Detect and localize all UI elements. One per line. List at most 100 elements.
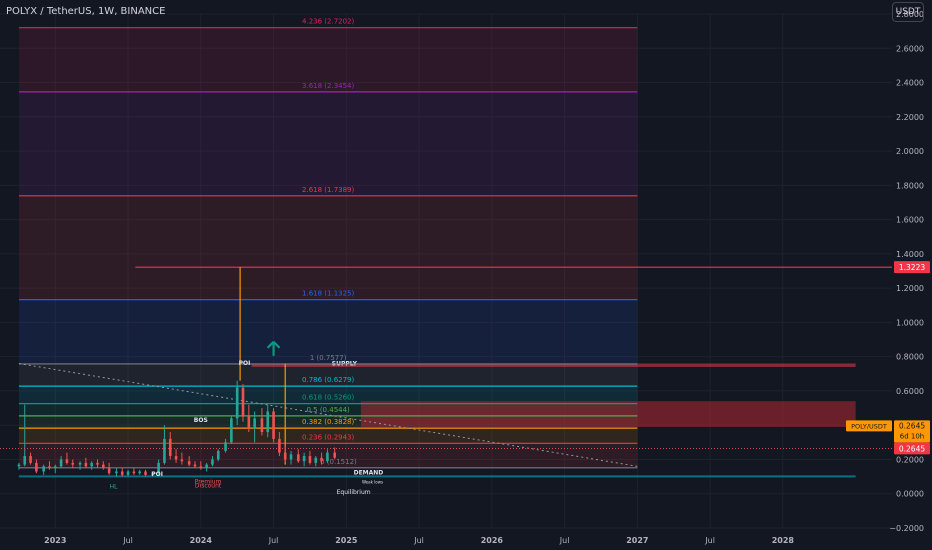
- candle: [71, 462, 75, 465]
- candle: [326, 452, 329, 462]
- candle: [138, 471, 141, 474]
- y-tick-label: −0.2000: [889, 524, 924, 533]
- y-tick-label: 2.0000: [896, 147, 924, 156]
- candle: [163, 438, 166, 463]
- y-tick-label: 1.0000: [896, 318, 924, 327]
- candle: [17, 464, 21, 467]
- symbol-label: POLY/USDT: [851, 422, 887, 430]
- candle: [211, 459, 214, 465]
- price-badge: 0.2645: [894, 442, 930, 455]
- candle: [115, 471, 118, 474]
- candle: [247, 416, 251, 429]
- x-tick-label: Jul: [704, 536, 715, 545]
- x-tick-label: 2028: [772, 536, 795, 545]
- candle: [65, 459, 69, 463]
- up-arrow-icon: [266, 341, 281, 356]
- fib-level-label: 1 (0.7577): [310, 354, 347, 362]
- x-tick-label: 2023: [44, 536, 66, 545]
- chart-annotation: BOS: [194, 417, 208, 424]
- fib-level-label: 0.382 (0.3828): [302, 418, 354, 426]
- x-tick-label: 2024: [190, 536, 213, 545]
- candle: [199, 466, 203, 469]
- chart-annotation: POI: [239, 360, 251, 367]
- x-tick-label: 2026: [481, 536, 504, 545]
- candle: [132, 471, 136, 474]
- candle: [314, 457, 318, 463]
- candle: [205, 464, 208, 469]
- candle: [78, 462, 82, 465]
- candle: [289, 454, 293, 460]
- candle: [302, 456, 306, 462]
- chart-annotation: Weak lows: [362, 479, 383, 484]
- chart-title: POLYX / TetherUS, 1W, BINANCE: [6, 6, 166, 17]
- y-tick-label: 2.6000: [896, 44, 924, 53]
- candle: [126, 471, 130, 475]
- x-tick-label: 2025: [335, 536, 358, 545]
- x-tick-label: 2027: [626, 536, 648, 545]
- fib-level-label: 4.236 (2.7202): [302, 18, 354, 26]
- price-badge-text: 0.2645: [899, 444, 925, 453]
- y-tick-label: 1.8000: [896, 181, 924, 190]
- fib-zone: [18, 27, 638, 92]
- fib-level-label: 0.618 (0.5260): [302, 394, 354, 402]
- candle: [187, 461, 191, 465]
- fib-level-label: 0.786 (0.6279): [302, 376, 354, 384]
- candle: [241, 387, 245, 417]
- fib-zone: [18, 428, 638, 444]
- price-badge: 1.3223: [894, 261, 930, 274]
- fib-zone: [18, 91, 638, 196]
- fib-level-label: 0.5 (0.4544): [306, 406, 350, 414]
- candle: [174, 456, 178, 460]
- imbalance-zone: [360, 401, 856, 427]
- candle: [230, 418, 233, 443]
- candle: [59, 459, 63, 467]
- x-axis: 2023 Jul 2024 Jul 2025 Jul 2026 Jul 2027 Jul 2028: [44, 536, 794, 545]
- candle: [48, 466, 51, 469]
- x-tick-label: Jul: [559, 536, 570, 545]
- fib-zone: [18, 363, 638, 387]
- chart-annotation: POI: [151, 471, 163, 478]
- chart-annotation: Discount: [195, 483, 222, 490]
- candles: [17, 380, 336, 477]
- y-tick-label: 1.6000: [896, 216, 924, 225]
- last-price-badge: POLY/USDT 0.2645 6d 10h: [846, 420, 930, 443]
- candle: [144, 471, 147, 475]
- candle: [107, 468, 111, 474]
- x-tick-label: Jul: [413, 536, 424, 545]
- candle: [283, 452, 287, 460]
- fib-level-label: 3.618 (2.3454): [302, 82, 354, 90]
- candle: [84, 462, 88, 467]
- last-price-text: 0.2645: [899, 421, 925, 430]
- y-tick-label: 0.2000: [896, 455, 924, 464]
- candle: [260, 418, 264, 433]
- price-badge-text: 1.3223: [899, 263, 925, 272]
- supply-zone: [251, 363, 856, 367]
- candle: [235, 387, 239, 419]
- candle: [308, 456, 312, 463]
- candle: [278, 438, 281, 453]
- candle: [157, 462, 160, 474]
- candle: [90, 462, 93, 467]
- y-tick-label: 1.2000: [896, 284, 924, 293]
- candle: [224, 442, 227, 451]
- countdown-text: 6d 10h: [900, 432, 924, 440]
- currency-button[interactable]: USDT: [892, 2, 924, 22]
- y-tick-label: 0.0000: [896, 490, 924, 499]
- y-tick-label: 2.8000: [896, 10, 924, 19]
- y-tick-label: 2.4000: [896, 79, 924, 88]
- chart-annotation: Premium: [195, 478, 222, 485]
- candle: [29, 456, 32, 463]
- zone-label: DEMAND: [354, 469, 384, 476]
- candle: [216, 450, 220, 460]
- candle: [320, 457, 323, 462]
- candle: [42, 466, 45, 472]
- candle: [272, 411, 275, 439]
- candle: [193, 464, 197, 467]
- candle: [35, 462, 38, 472]
- y-tick-label: 0.6000: [896, 387, 924, 396]
- fib-level-label: 2.618 (1.7389): [302, 186, 354, 194]
- candle: [23, 456, 27, 465]
- candle: [266, 411, 270, 433]
